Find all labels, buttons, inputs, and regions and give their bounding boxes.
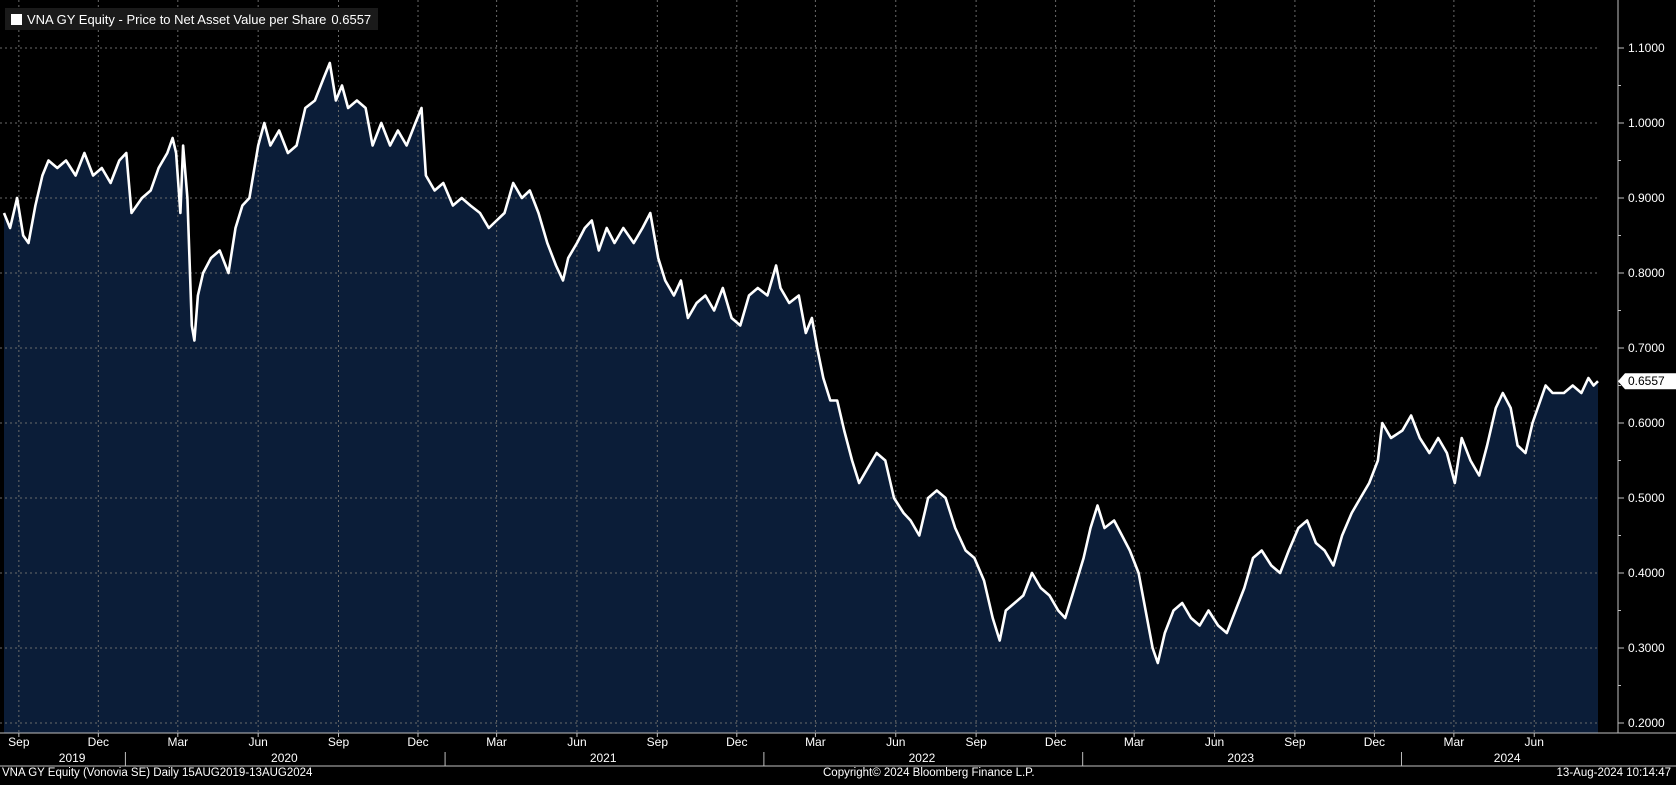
last-value-label: 0.6557 (1628, 374, 1665, 388)
legend-label: VNA GY Equity - Price to Net Asset Value… (27, 11, 327, 27)
x-tick-label: Mar (1124, 735, 1145, 749)
year-label: 2022 (909, 751, 936, 765)
y-tick-label: 1.1000 (1628, 41, 1665, 55)
year-label: 2023 (1227, 751, 1254, 765)
x-tick-label: Jun (1525, 735, 1544, 749)
x-tick-label: Dec (407, 735, 428, 749)
x-tick-label: Mar (805, 735, 826, 749)
series-line (2, 61, 1599, 665)
legend: VNA GY Equity - Price to Net Asset Value… (5, 8, 379, 30)
x-tick-label: Dec (1045, 735, 1066, 749)
series-area-fill (4, 63, 1598, 733)
x-tick-label: Sep (1284, 735, 1306, 749)
y-tick-label: 0.9000 (1628, 191, 1665, 205)
x-tick-label: Jun (886, 735, 905, 749)
year-label: 2024 (1494, 751, 1521, 765)
footer-timestamp: 13-Aug-2024 10:14:47 (1556, 767, 1671, 779)
x-tick-label: Dec (1364, 735, 1385, 749)
year-label: 2021 (590, 751, 617, 765)
year-label: 2020 (271, 751, 298, 765)
y-tick-label: 0.6000 (1628, 416, 1665, 430)
y-tick-label: 1.0000 (1628, 116, 1665, 130)
x-tick-label: Sep (328, 735, 350, 749)
y-tick-label: 0.4000 (1628, 566, 1665, 580)
y-tick-label: 0.8000 (1628, 266, 1665, 280)
legend-swatch (11, 13, 22, 25)
y-tick-label: 0.7000 (1628, 341, 1665, 355)
x-tick-label: Jun (567, 735, 586, 749)
x-tick-label: Mar (1444, 735, 1465, 749)
x-tick-label: Mar (486, 735, 507, 749)
x-tick-label: Sep (965, 735, 987, 749)
last-value-tag (1618, 373, 1676, 390)
y-tick-label: 0.5000 (1628, 491, 1665, 505)
y-tick-label: 0.3000 (1628, 641, 1665, 655)
footer-copyright: Copyright© 2024 Bloomberg Finance L.P. (823, 767, 1035, 779)
x-tick-label: Mar (167, 735, 188, 749)
x-tick-label: Jun (248, 735, 267, 749)
x-tick-label: Sep (647, 735, 669, 749)
footer-security-info: VNA GY Equity (Vonovia SE) Daily 15AUG20… (2, 767, 313, 779)
x-tick-label: Sep (8, 735, 30, 749)
x-tick-label: Dec (726, 735, 747, 749)
legend-value: 0.6557 (331, 11, 372, 27)
x-tick-label: Jun (1205, 735, 1224, 749)
year-label: 2019 (59, 751, 86, 765)
y-tick-label: 0.2000 (1628, 716, 1665, 730)
x-tick-label: Dec (88, 735, 109, 749)
